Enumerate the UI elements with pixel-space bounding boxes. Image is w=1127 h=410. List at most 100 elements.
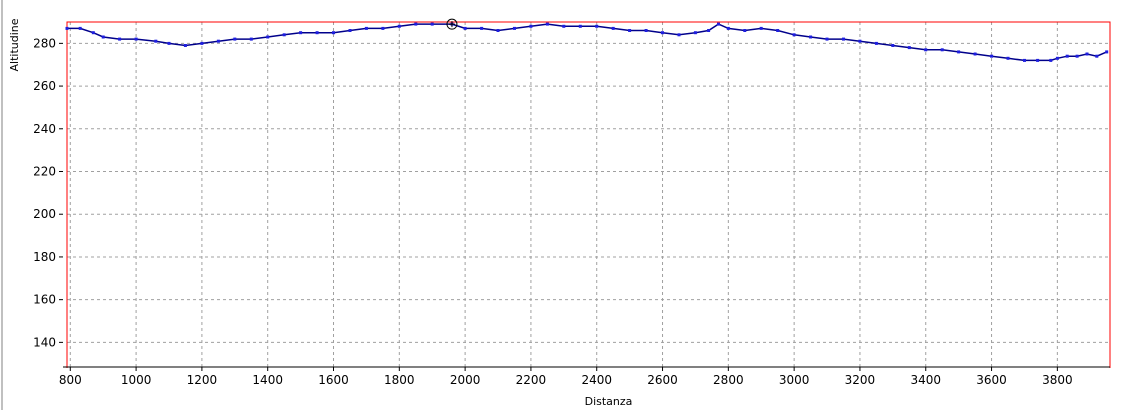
elevation-point bbox=[707, 29, 711, 32]
elevation-point bbox=[101, 35, 105, 39]
y-tick-label: 240 bbox=[33, 122, 56, 136]
elevation-point bbox=[776, 29, 780, 32]
elevation-point bbox=[973, 52, 977, 56]
elevation-point bbox=[348, 29, 352, 32]
elevation-point bbox=[118, 37, 122, 41]
y-tick-label: 200 bbox=[33, 207, 56, 221]
x-tick-label: 3600 bbox=[976, 373, 1007, 387]
elevation-point bbox=[266, 35, 270, 39]
x-tick-label: 800 bbox=[59, 373, 82, 387]
elevation-point bbox=[1036, 58, 1040, 62]
elevation-point bbox=[496, 29, 500, 32]
y-tick-label: 140 bbox=[33, 335, 56, 349]
y-tick-label: 180 bbox=[33, 250, 56, 264]
elevation-point bbox=[480, 26, 484, 30]
elevation-point bbox=[282, 33, 286, 37]
elevation-point bbox=[726, 26, 730, 30]
elevation-point bbox=[595, 24, 599, 28]
elevation-point bbox=[842, 37, 845, 41]
elevation-point bbox=[414, 22, 418, 26]
elevation-point bbox=[1095, 54, 1099, 58]
x-tick-label: 2600 bbox=[647, 373, 678, 387]
elevation-point bbox=[611, 26, 615, 30]
elevation-point bbox=[1065, 54, 1069, 58]
elevation-point bbox=[677, 33, 681, 37]
elevation-point bbox=[249, 37, 253, 41]
elevation-point bbox=[578, 24, 582, 28]
elevation-point bbox=[529, 24, 533, 28]
x-tick-label: 2400 bbox=[581, 373, 612, 387]
y-tick-labels: 140 160 180 200 220 240 260 280 bbox=[33, 36, 56, 349]
x-tick-label: 3000 bbox=[779, 373, 810, 387]
elevation-point bbox=[924, 48, 928, 52]
x-tick-label: 1000 bbox=[121, 373, 152, 387]
y-tick-label: 220 bbox=[33, 165, 56, 179]
elevation-point bbox=[299, 31, 303, 35]
x-tick-label: 2200 bbox=[516, 373, 547, 387]
elevation-line bbox=[67, 23, 1107, 62]
x-tick-label: 2800 bbox=[713, 373, 744, 387]
elevation-point bbox=[809, 35, 813, 39]
elevation-point bbox=[315, 31, 319, 35]
elevation-point bbox=[1023, 58, 1026, 62]
plot-frame bbox=[66, 21, 1111, 368]
elevation-point bbox=[957, 50, 961, 54]
x-tick-labels: 800 1000 1200 1400 1600 1800 2000 2200 2400 2600 2… bbox=[59, 373, 1073, 387]
elevation-point bbox=[332, 31, 335, 35]
grid-lines bbox=[59, 22, 1110, 371]
y-axis-title: Altitudine bbox=[8, 18, 21, 71]
x-tick-label: 3400 bbox=[910, 373, 941, 387]
elevation-point bbox=[743, 29, 747, 32]
elevation-point bbox=[134, 37, 138, 41]
elevation-point bbox=[1105, 50, 1109, 54]
elevation-point bbox=[759, 26, 763, 30]
elevation-point bbox=[65, 26, 69, 30]
elevation-point bbox=[78, 26, 82, 30]
x-tick-label: 3200 bbox=[845, 373, 876, 387]
elevation-point bbox=[364, 26, 368, 30]
highlight-marker bbox=[446, 18, 458, 30]
elevation-point bbox=[874, 41, 878, 45]
elevation-point bbox=[907, 46, 911, 50]
x-tick-label: 3800 bbox=[1042, 373, 1073, 387]
elevation-point bbox=[233, 37, 237, 41]
elevation-point bbox=[940, 48, 944, 52]
x-tick-label: 1400 bbox=[252, 373, 283, 387]
elevation-point bbox=[717, 22, 720, 26]
elevation-point bbox=[154, 39, 158, 43]
elevation-point bbox=[430, 22, 434, 26]
data-series bbox=[65, 18, 1109, 62]
elevation-point bbox=[1075, 54, 1079, 58]
elevation-point bbox=[91, 31, 95, 35]
elevation-point bbox=[891, 44, 895, 47]
elevation-point bbox=[628, 29, 632, 32]
elevation-point bbox=[545, 22, 549, 26]
elevation-point bbox=[858, 39, 862, 43]
elevation-point bbox=[1085, 52, 1089, 56]
x-tick-label: 1800 bbox=[384, 373, 415, 387]
elevation-point bbox=[825, 37, 829, 41]
elevation-point bbox=[513, 26, 516, 30]
elevation-point bbox=[200, 41, 204, 45]
y-tick-label: 260 bbox=[33, 79, 56, 93]
elevation-point bbox=[183, 44, 187, 47]
elevation-point bbox=[562, 24, 566, 28]
elevation-point bbox=[661, 31, 664, 35]
elevation-point bbox=[990, 54, 994, 58]
elevation-point bbox=[1006, 56, 1010, 60]
y-tick-label: 280 bbox=[33, 36, 56, 50]
x-tick-label: 1600 bbox=[318, 373, 349, 387]
x-tick-label: 2000 bbox=[450, 373, 481, 387]
elevation-point bbox=[216, 39, 220, 43]
y-tick-label: 160 bbox=[33, 293, 56, 307]
x-axis-title: Distanza bbox=[585, 395, 633, 408]
elevation-point bbox=[693, 31, 697, 35]
elevation-point bbox=[792, 33, 796, 37]
elevation-point bbox=[463, 26, 467, 30]
elevation-point bbox=[381, 26, 385, 30]
elevation-point bbox=[167, 41, 171, 45]
x-tick-label: 1200 bbox=[187, 373, 218, 387]
elevation-point bbox=[1055, 56, 1059, 60]
